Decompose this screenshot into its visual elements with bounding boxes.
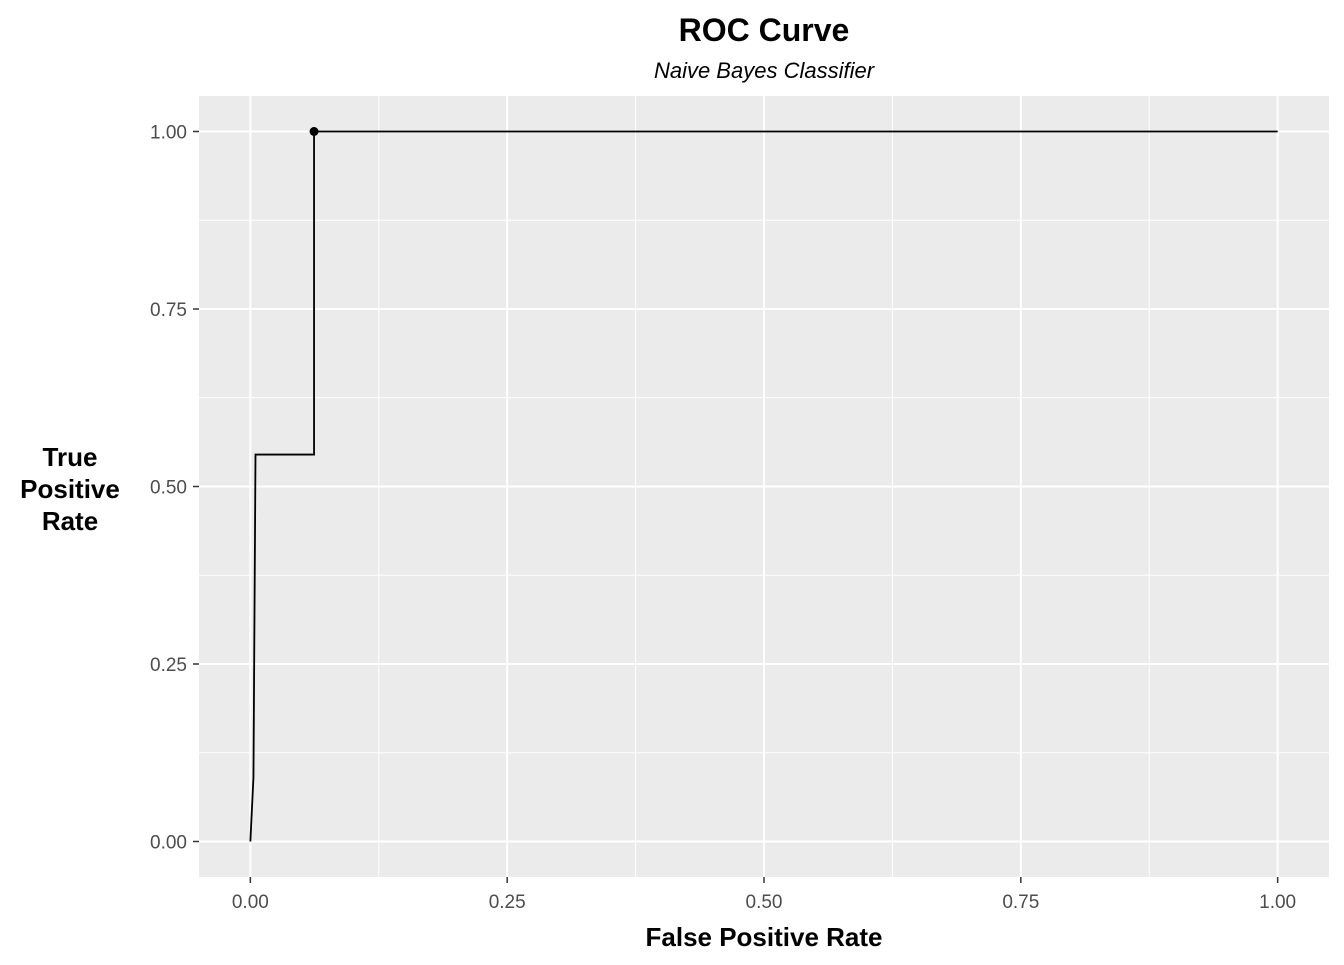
chart-subtitle: Naive Bayes Classifier — [654, 58, 876, 83]
y-tick-label: 0.00 — [150, 833, 187, 854]
x-tick-label: 0.25 — [489, 892, 526, 913]
y-axis-title-line-3: Rate — [42, 506, 98, 536]
y-axis: 0.00 0.25 0.50 0.75 1.00 — [150, 123, 199, 854]
x-tick-label: 1.00 — [1259, 892, 1296, 913]
roc-curve-line — [249, 130, 1278, 842]
chart-title: ROC Curve — [679, 12, 850, 48]
x-tick-label: 0.50 — [746, 892, 783, 913]
y-axis-title-line-2: Positive — [20, 474, 120, 504]
y-tick-label: 0.50 — [150, 478, 187, 499]
x-axis: 0.00 0.25 0.50 0.75 1.00 — [232, 877, 1296, 913]
x-axis-title: False Positive Rate — [646, 922, 883, 952]
roc-point — [309, 127, 319, 136]
y-tick-label: 0.25 — [150, 655, 187, 676]
y-axis-title: True Positive Rate — [20, 442, 120, 536]
y-axis-title-line-1: True — [43, 442, 98, 472]
roc-series — [249, 127, 1278, 842]
y-tick-label: 1.00 — [150, 123, 187, 144]
y-tick-label: 0.75 — [150, 300, 187, 321]
x-tick-label: 0.75 — [1002, 892, 1039, 913]
x-tick-label: 0.00 — [232, 892, 269, 913]
